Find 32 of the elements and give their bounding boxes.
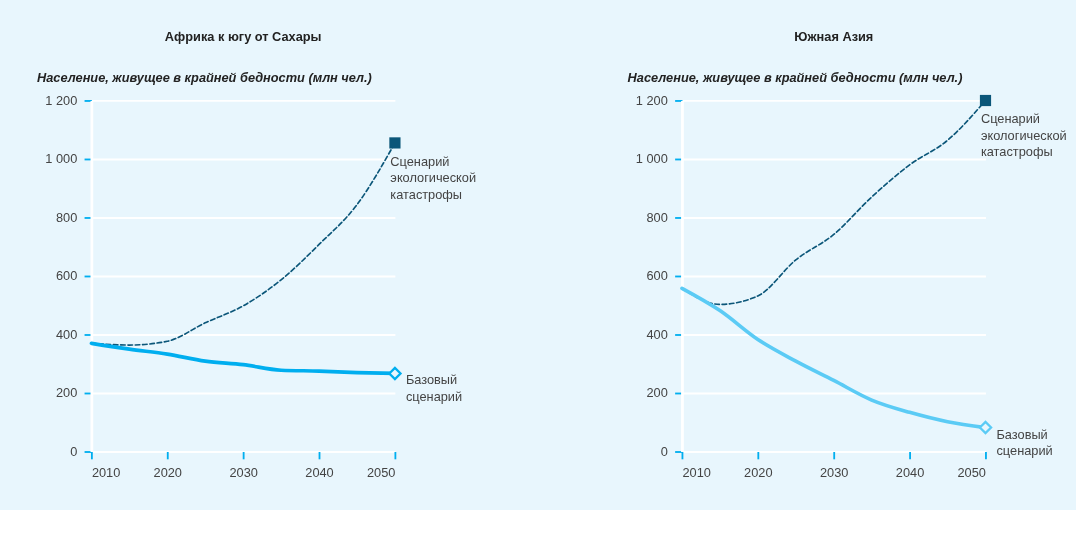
series-label: Сценарий экологической катастрофы — [980, 111, 1067, 160]
y-tick-label: 400 — [55, 326, 78, 342]
series-label: Сценарий экологической катастрофы — [390, 153, 477, 202]
x-tick-label: 2030 — [229, 464, 258, 480]
y-tick-label: 0 — [70, 443, 78, 459]
y-tick-label: 400 — [646, 326, 668, 342]
y-tick-label: 600 — [646, 268, 668, 284]
y-axis-title: Население, живущее в крайней бедности (млн чел.) — [627, 69, 963, 85]
series-label: Базовый сценарий — [996, 426, 1053, 458]
y-tick-label: 1 200 — [45, 92, 78, 108]
x-tick-label: 2050 — [957, 464, 986, 480]
x-tick-label: 2010 — [682, 464, 711, 480]
chart-title: Африка к югу от Сахары — [164, 29, 322, 45]
x-tick-label: 2020 — [153, 464, 182, 480]
y-tick-label: 200 — [55, 385, 78, 401]
x-tick-label: 2040 — [895, 464, 925, 480]
y-tick-label: 0 — [660, 443, 668, 459]
y-tick-label: 1 000 — [45, 151, 78, 167]
chart-title: Южная Азия — [794, 29, 874, 45]
y-tick-label: 800 — [646, 209, 668, 225]
y-tick-label: 200 — [646, 385, 668, 401]
y-tick-label: 600 — [55, 268, 78, 284]
y-tick-label: 800 — [55, 209, 78, 225]
x-tick-label: 2020 — [744, 464, 773, 480]
y-tick-label: 1 000 — [635, 151, 668, 167]
x-tick-label: 2050 — [366, 464, 396, 480]
series-label: Базовый сценарий — [405, 372, 463, 404]
y-tick-label: 1 200 — [635, 92, 668, 108]
x-tick-label: 2030 — [819, 464, 849, 480]
y-axis-title: Население, живущее в крайней бедности (млн чел.) — [37, 69, 372, 85]
x-tick-label: 2040 — [305, 464, 334, 480]
x-tick-label: 2010 — [91, 464, 121, 480]
